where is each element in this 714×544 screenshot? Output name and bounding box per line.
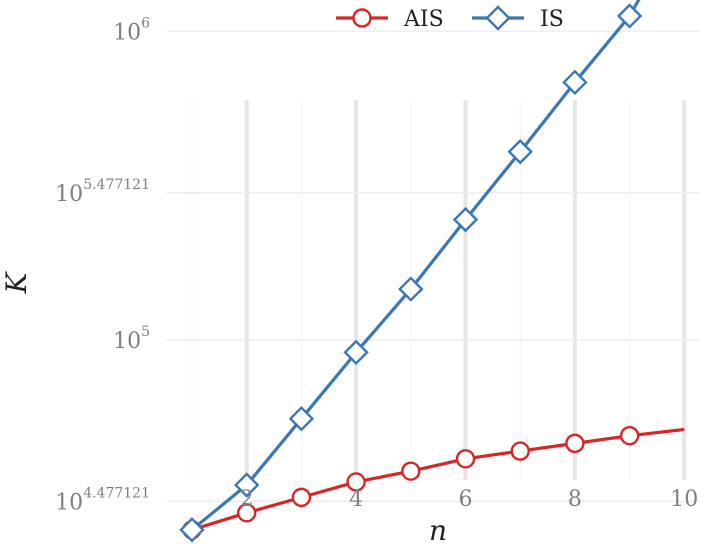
- x-tick-label: 10: [670, 487, 698, 512]
- series-line-is: [190, 0, 641, 532]
- data-point-is: [616, 3, 643, 29]
- legend-marker-ais: [352, 8, 372, 28]
- y-tick-label: 105: [113, 324, 150, 354]
- data-point-is: [288, 405, 315, 432]
- data-point-ais: [291, 487, 312, 508]
- x-tick-label: 6: [459, 487, 473, 512]
- legend: AIS IS: [336, 5, 564, 32]
- data-point-is: [343, 339, 369, 366]
- x-tick-label: 8: [568, 487, 582, 512]
- data-point-ais: [455, 449, 476, 469]
- data-point-ais: [346, 472, 366, 492]
- x-axis-title: n: [429, 514, 447, 544]
- data-point-ais: [510, 441, 530, 461]
- data-point-ais: [401, 461, 421, 481]
- y-tick-label: 104.477121: [55, 485, 150, 515]
- legend-label-is: IS: [540, 7, 564, 32]
- x-tick-label: 2: [240, 487, 254, 512]
- y-tick-label: 106: [113, 15, 150, 45]
- y-axis-title: K: [0, 270, 33, 294]
- data-point-is: [179, 517, 205, 543]
- series-line-ais: [191, 427, 685, 532]
- data-point-is: [562, 69, 588, 96]
- data-point-is: [507, 139, 533, 165]
- data-point-is: [452, 206, 479, 233]
- series-layer: [179, 0, 685, 543]
- data-point-is: [398, 276, 424, 302]
- data-point-ais: [236, 503, 257, 523]
- data-point-ais: [565, 433, 585, 454]
- data-point-is: [234, 472, 260, 498]
- y-tick-label: 105.477121: [55, 177, 150, 207]
- legend-marker-is: [485, 5, 511, 31]
- data-point-ais: [619, 425, 640, 446]
- y-axis-ticks: 104.477121 105 105.477121 106: [55, 15, 150, 515]
- legend-label-ais: AIS: [403, 7, 444, 32]
- x-tick-label: 4: [349, 487, 363, 512]
- x-axis-ticks: 2 4 6 8 10: [240, 487, 699, 512]
- grid: [166, 30, 700, 503]
